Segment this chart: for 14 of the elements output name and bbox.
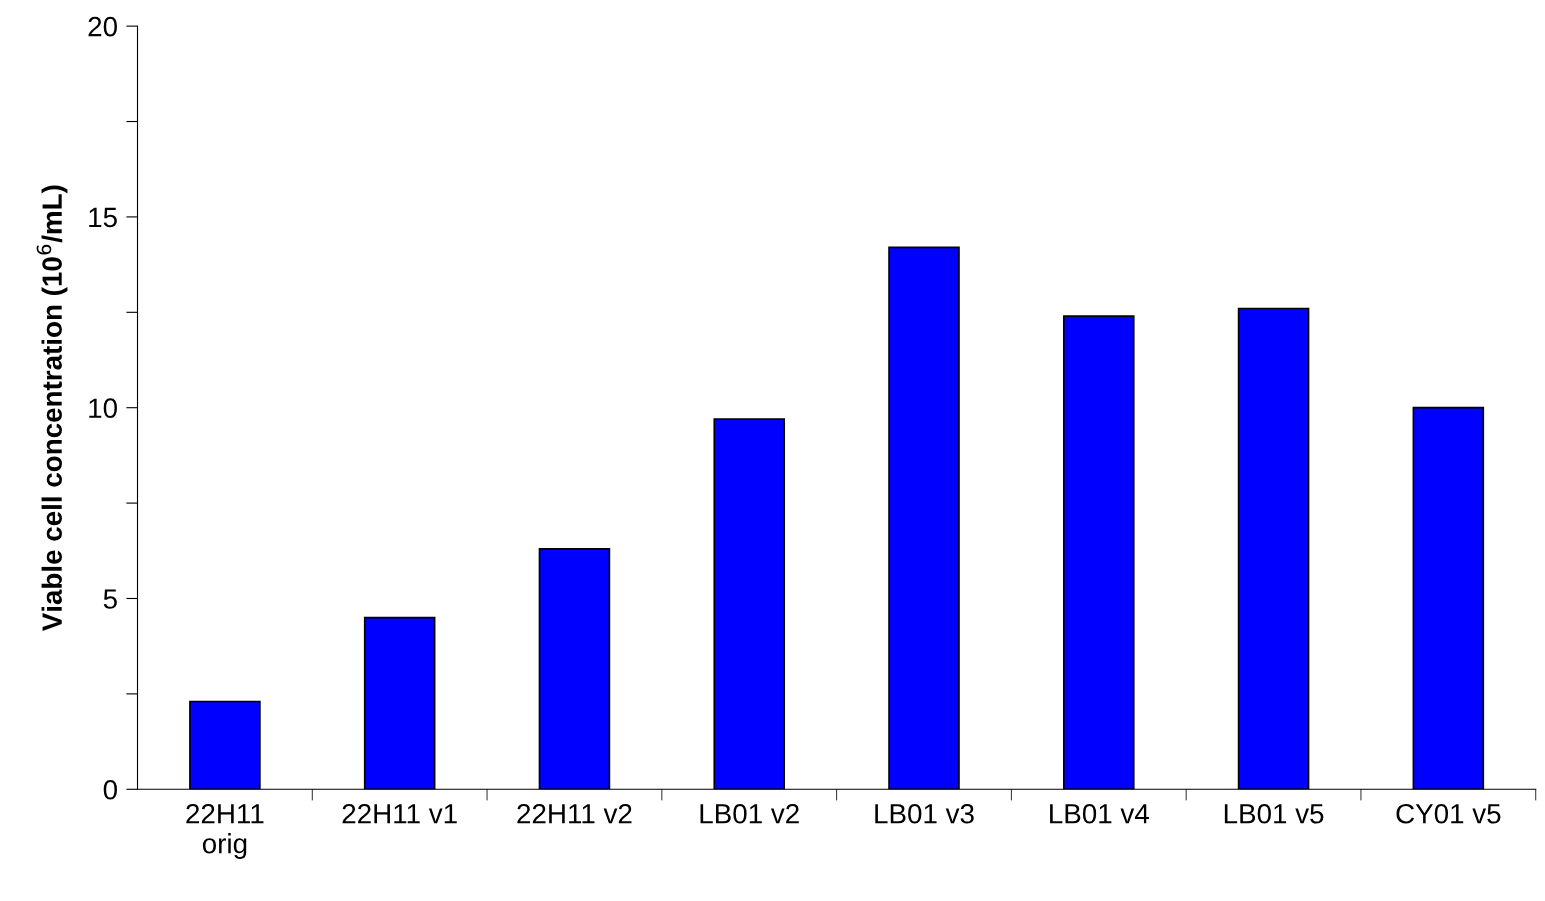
x-tick-label: LB01 v2	[700, 803, 799, 824]
x-tick-label: LB01 v5	[1224, 803, 1324, 824]
y-axis-title: Viable cell concentration (10$^{6}$/mL)	[36, 185, 68, 632]
y-tick-label: 15	[89, 207, 117, 228]
y-tick-label: 20	[88, 16, 117, 37]
x-tick-label: 22H11 v2	[517, 803, 632, 824]
y-tick-label: 10	[89, 398, 117, 419]
x-tick-label: 22H11 orig	[186, 803, 264, 859]
x-tick-label: LB01 v4	[1050, 803, 1149, 824]
y-tick-label: 5	[103, 589, 117, 609]
y-tick-label: 0	[103, 779, 117, 800]
x-tick-label: 22H11 v1	[342, 803, 457, 824]
x-tick-label: LB01 v3	[875, 803, 974, 824]
x-tick-label: CY01 v5	[1396, 803, 1501, 824]
